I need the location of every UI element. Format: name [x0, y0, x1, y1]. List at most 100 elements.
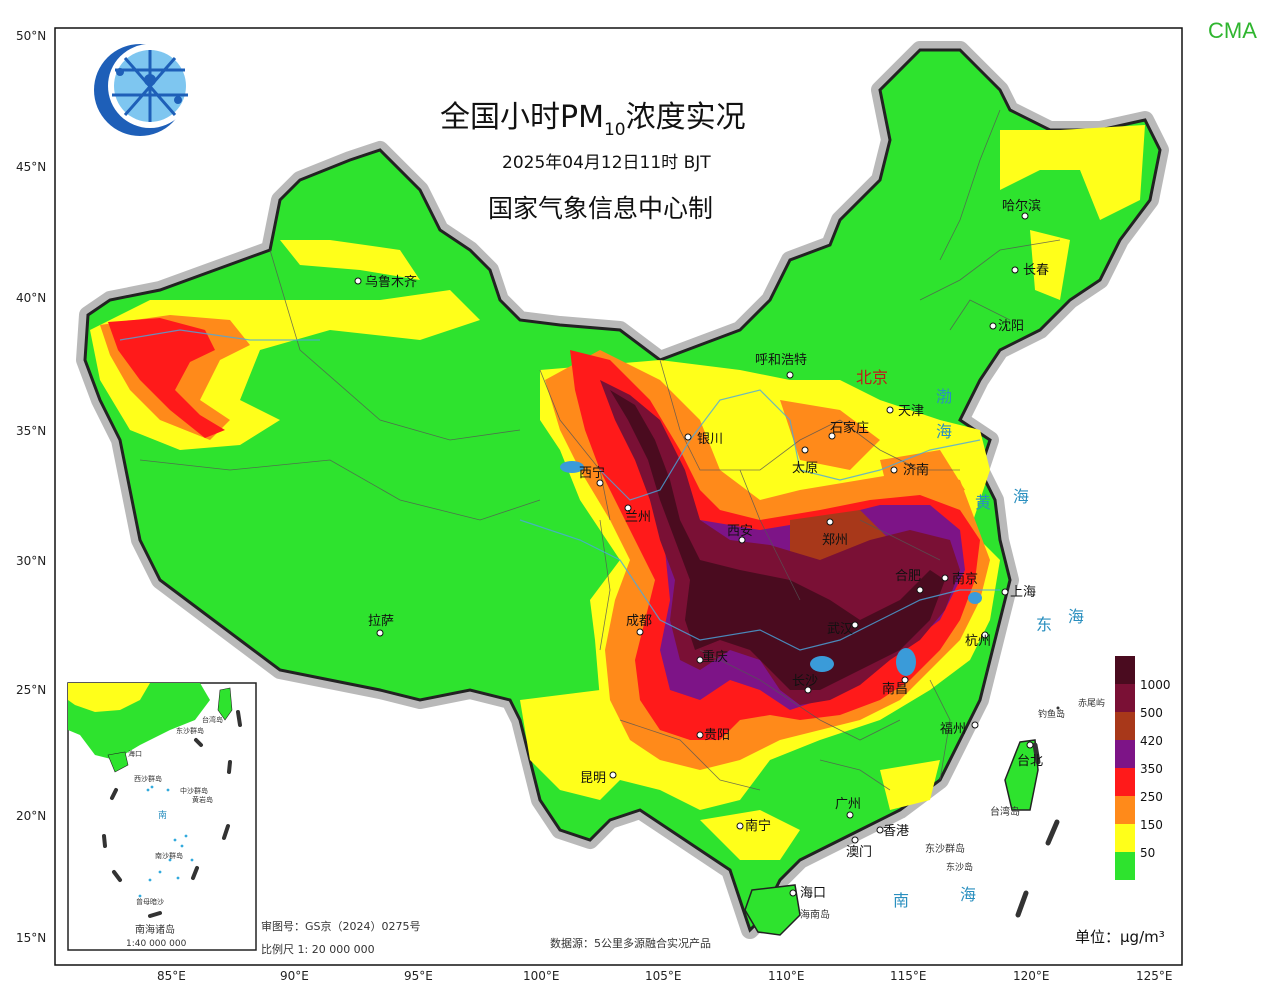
city-nanjing: 南京: [941, 571, 978, 587]
city-lanzhou: 兰州: [624, 504, 651, 525]
sea-label: 黄: [975, 493, 991, 512]
lon-label: 105°E: [645, 969, 682, 983]
island-label: 赤尾屿: [1078, 698, 1105, 709]
city-jinan: 济南: [890, 462, 929, 478]
city-label: 银川: [697, 432, 723, 447]
city-label: 兰州: [625, 510, 651, 525]
city-haerbin: 哈尔滨: [1002, 198, 1041, 220]
sea-label: 海: [1068, 607, 1084, 626]
city-label: 济南: [903, 462, 929, 478]
map-scale: 比例尺 1: 20 000 000: [261, 942, 375, 956]
island-label: 海南岛: [800, 908, 830, 921]
city-label: 长春: [1023, 263, 1049, 278]
lon-label: 100°E: [523, 969, 560, 983]
city-label: 广州: [835, 797, 861, 812]
city-label: 郑州: [822, 533, 848, 548]
sea-label: 海: [960, 885, 976, 904]
taiwan-island: [1004, 739, 1039, 811]
lat-label: 40°N: [16, 291, 46, 305]
city-hefei: 合肥: [895, 569, 924, 594]
legend-value: 350: [1140, 762, 1163, 776]
city-label: 台北: [1017, 754, 1043, 769]
city-tianjin: 天津: [886, 404, 924, 419]
lon-label: 95°E: [404, 969, 433, 983]
city-nanning: 南宁: [736, 818, 771, 834]
province-boundaries: [139, 109, 1061, 791]
hainan-island: [744, 884, 801, 936]
longitude-labels: 85°E 90°E 95°E 100°E 105°E 110°E 115°E 1…: [157, 969, 1173, 983]
lon-label: 120°E: [1013, 969, 1050, 983]
legend: 1000 500 420 350 250 150 50 单位：μg/m³: [1075, 656, 1171, 946]
island-label: 东沙岛: [946, 861, 973, 873]
cma-logo-icon: [94, 44, 192, 136]
city-hangzhou: 杭州: [965, 631, 991, 649]
lat-label: 15°N: [16, 931, 46, 945]
lon-label: 110°E: [768, 969, 805, 983]
legend-swatch: [1115, 740, 1135, 768]
city-label: 澳门: [846, 844, 872, 860]
legend-value: 500: [1140, 706, 1163, 720]
city-shanghai: 上海: [1001, 585, 1036, 600]
city-fuzhou: 福州: [940, 721, 979, 737]
city-label: 石家庄: [830, 420, 869, 436]
city-label: 西安: [727, 524, 753, 539]
city-beijing: 北京: [856, 368, 888, 387]
city-label: 呼和浩特: [755, 353, 807, 368]
lon-label: 90°E: [280, 969, 309, 983]
city-wuhan: 武汉: [827, 621, 859, 637]
lat-label: 20°N: [16, 809, 46, 823]
city-label: 乌鲁木齐: [365, 274, 417, 290]
lon-label: 85°E: [157, 969, 186, 983]
city-label: 哈尔滨: [1002, 198, 1041, 214]
city-xining: 西宁: [579, 465, 605, 487]
inset-label: 东沙群岛: [176, 726, 204, 735]
lat-label: 50°N: [16, 29, 46, 43]
island-label: 台湾岛: [990, 805, 1020, 818]
city-changsha: 长沙: [792, 674, 818, 694]
rivers: [119, 329, 1000, 651]
city-lasa: 拉萨: [368, 614, 394, 637]
city-label: 南京: [952, 571, 978, 587]
lon-label: 115°E: [890, 969, 927, 983]
city-shenyang: 沈阳: [989, 319, 1024, 334]
city-aomen: 澳门: [846, 836, 872, 860]
sea-labels: 渤 海 黄 海 东 海 南 海: [893, 387, 1084, 910]
city-label: 合肥: [895, 569, 921, 584]
legend-swatch: [1115, 852, 1135, 880]
south-china-sea-inset: 台湾岛 东沙群岛 海口 西沙群岛 中沙群岛 黄岩岛 南沙群岛 曾母暗沙 南 南海…: [67, 682, 257, 951]
city-xian: 西安: [727, 524, 753, 544]
legend-swatch: [1115, 824, 1135, 852]
island-label: 钓鱼岛: [1038, 708, 1065, 720]
city-zhengzhou: 郑州: [822, 518, 848, 548]
cities: 北京 天津 石家庄 太原 济南 呼和浩特 银川 西宁 兰州 西安 郑州 南京 上…: [354, 198, 1049, 901]
legend-value: 420: [1140, 734, 1163, 748]
city-shijiazhuang: 石家庄: [828, 420, 869, 440]
city-label: 拉萨: [368, 614, 394, 629]
city-chengdu: 成都: [626, 614, 652, 636]
city-taiyuan: 太原: [792, 446, 818, 476]
city-xianggang: 香港: [876, 824, 909, 839]
legend-value: 1000: [1140, 678, 1171, 692]
city-nanchang: 南昌: [882, 676, 909, 697]
legend-value: 250: [1140, 790, 1163, 804]
legend-value: 50: [1140, 846, 1155, 860]
city-label: 重庆: [702, 649, 728, 665]
legend-swatch: [1115, 656, 1135, 684]
city-guangzhou: 广州: [835, 797, 861, 819]
city-label: 太原: [792, 461, 818, 476]
title-subscript: 10: [604, 120, 626, 140]
title-tail: 浓度实况: [626, 100, 746, 135]
city-label: 香港: [883, 824, 909, 839]
legend-value: 150: [1140, 818, 1163, 832]
city-wulumuqi: 乌鲁木齐: [354, 274, 417, 290]
inset-label: 南沙群岛: [155, 851, 183, 860]
inset-title: 南海诸岛: [135, 923, 175, 936]
city-changchun: 长春: [1011, 263, 1049, 278]
city-label: 上海: [1010, 585, 1036, 600]
city-yinchuan: 银川: [684, 432, 723, 447]
city-label: 北京: [856, 368, 888, 387]
city-label: 福州: [940, 722, 966, 737]
city-label: 沈阳: [998, 319, 1024, 334]
city-label: 西宁: [579, 465, 605, 481]
